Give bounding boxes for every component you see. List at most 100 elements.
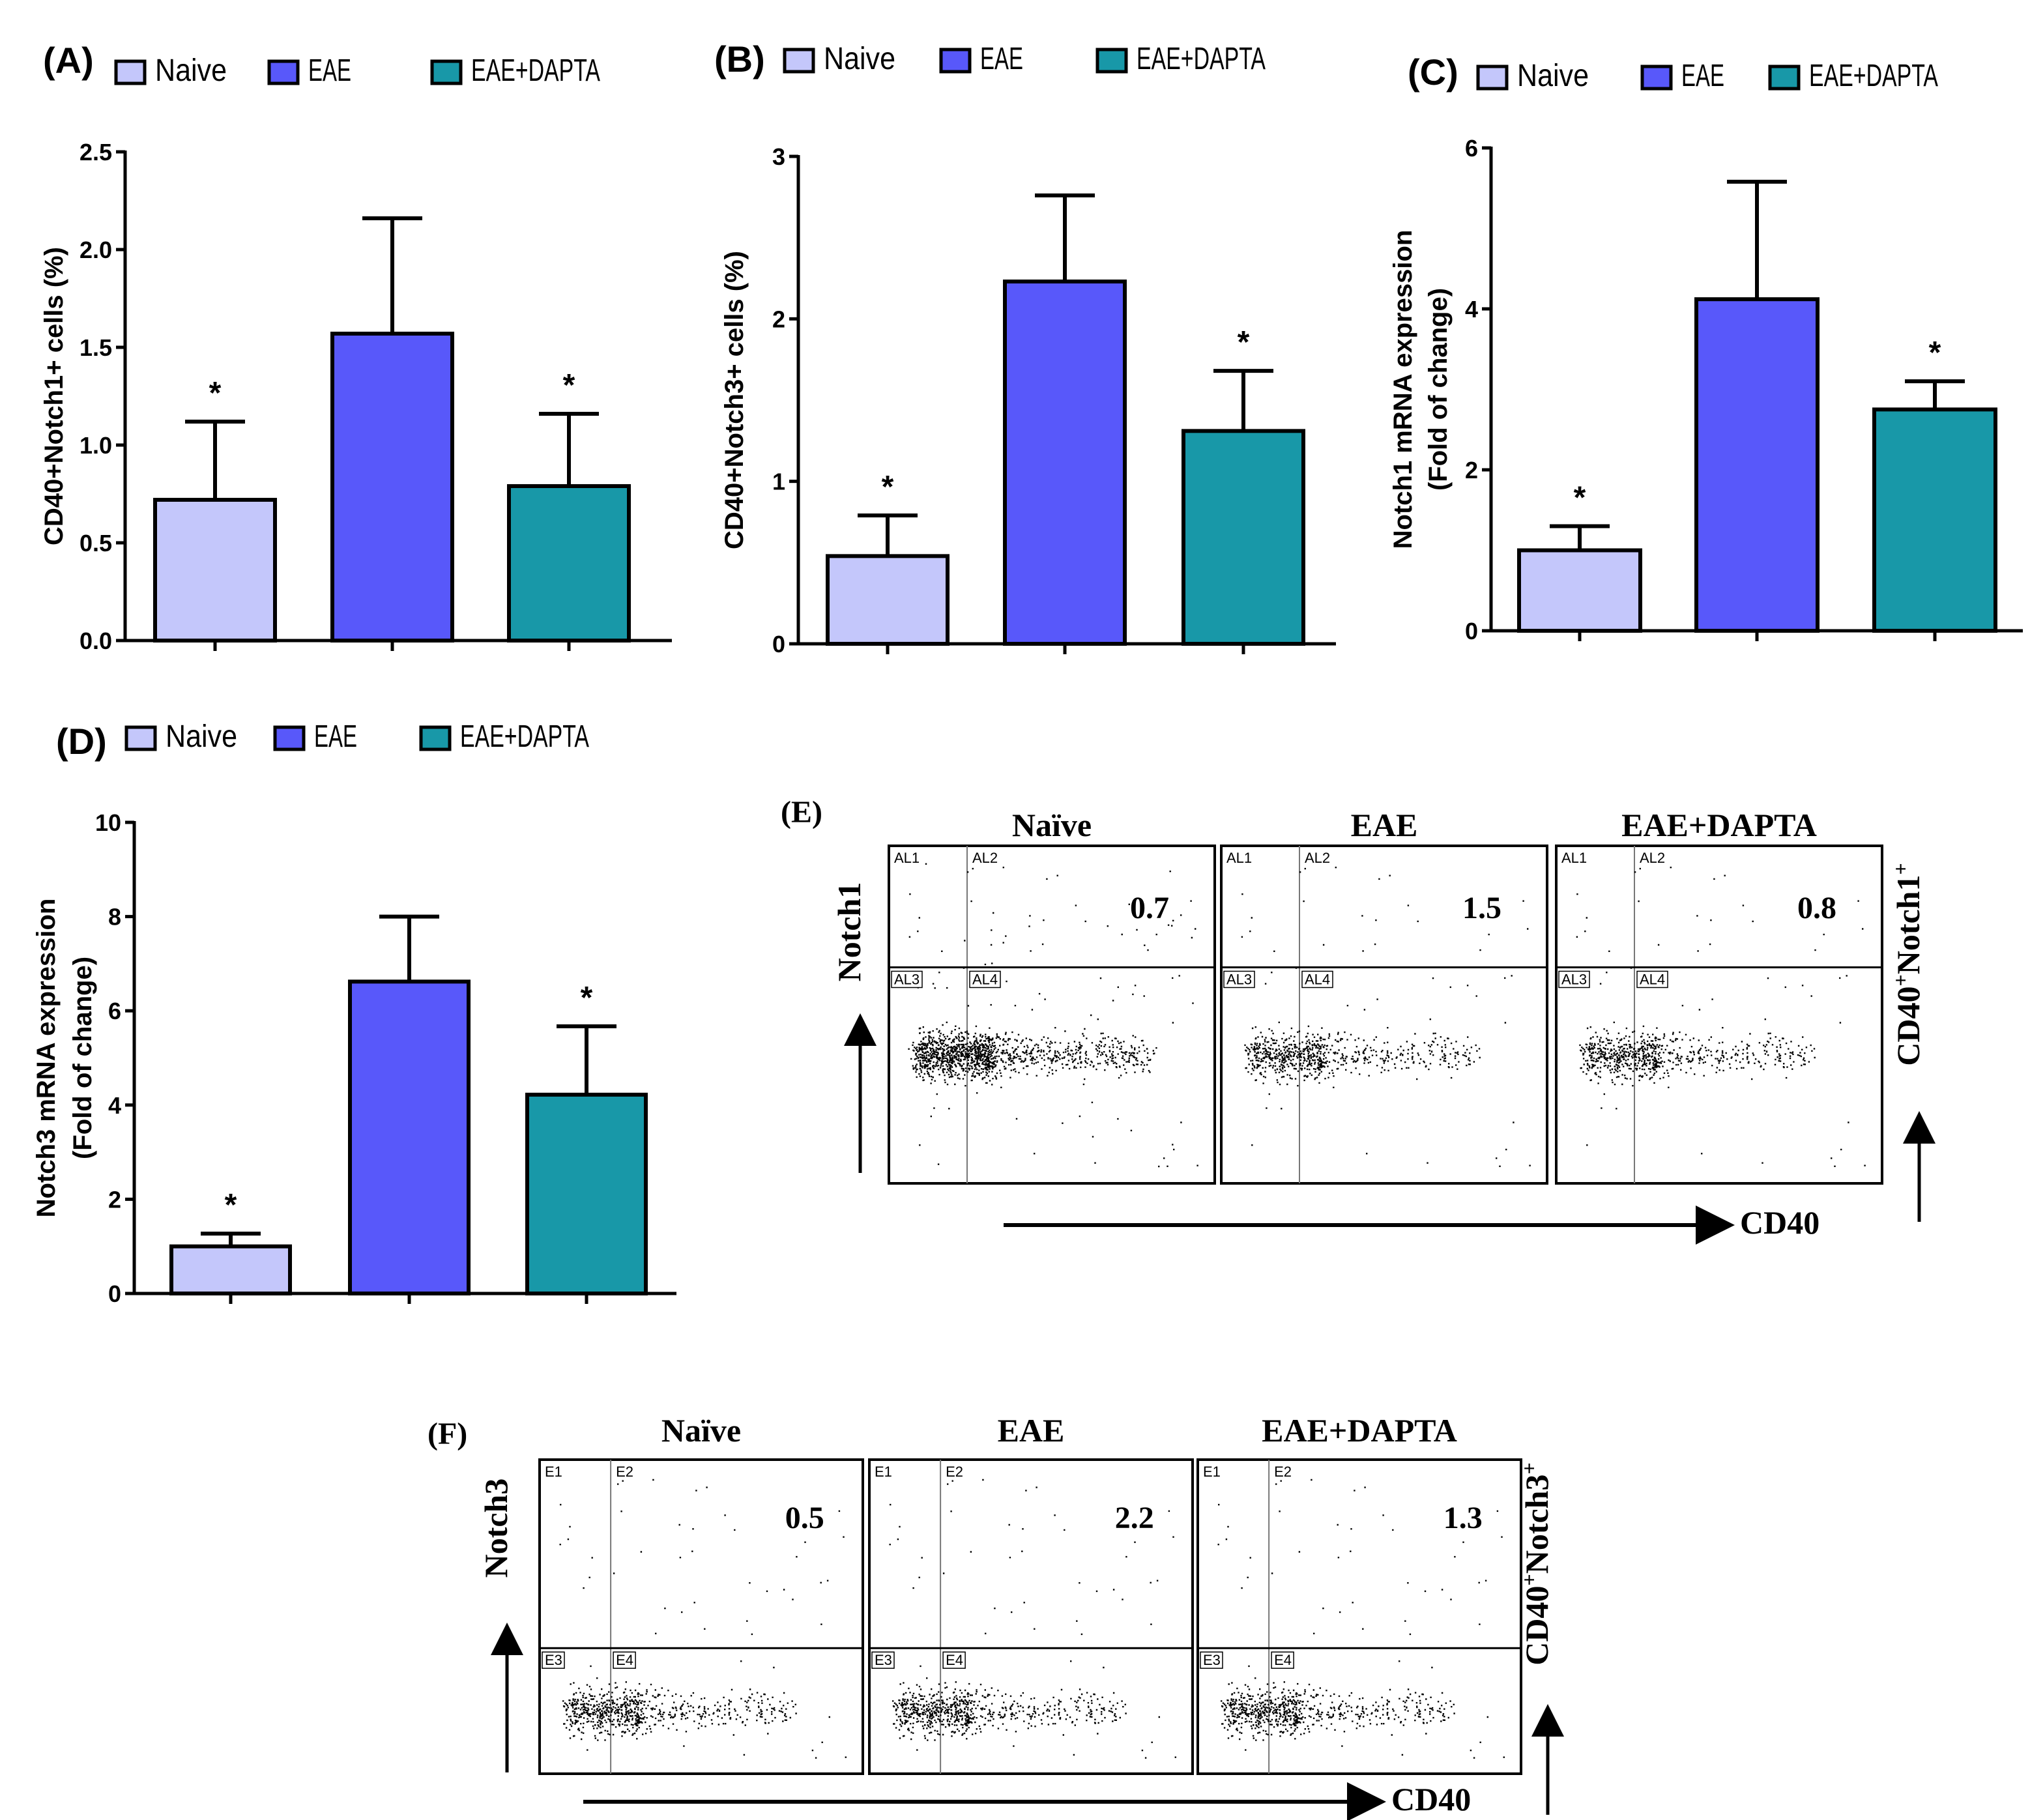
legend-swatch xyxy=(114,59,147,85)
quadrant-label: E2 xyxy=(1274,1464,1292,1480)
bar-naive xyxy=(826,554,950,646)
dot-plot-title: EAE xyxy=(1351,807,1418,843)
quadrant-label: AL2 xyxy=(1305,850,1330,866)
quadrant-label: E3 xyxy=(545,1652,562,1668)
significance-star: * xyxy=(225,1188,237,1222)
dot-plot-title: Naïve xyxy=(1012,807,1092,843)
quadrant-label-box xyxy=(970,850,1000,866)
y-tick-label: 6 xyxy=(1465,135,1478,162)
quadrant-label: E1 xyxy=(1203,1464,1221,1480)
panel-label: (A) xyxy=(43,40,94,81)
y-axis-label: Notch1 mRNA expression xyxy=(1389,230,1417,549)
dot-plot: EAE+DAPTA AL1 AL2 AL3 AL4 0.8 xyxy=(1555,807,1883,1185)
y-tick-label: 2 xyxy=(772,306,785,332)
quadrant-label: E4 xyxy=(946,1652,963,1668)
legend-label: Naive xyxy=(155,53,227,88)
y-tick-label: 8 xyxy=(108,904,121,931)
quadrant-percentage: 0.5 xyxy=(785,1501,824,1535)
legend-label: Naive xyxy=(824,42,895,76)
bar-eae xyxy=(330,332,454,643)
y-tick-label: 4 xyxy=(1465,296,1478,323)
y-tick-label: 2 xyxy=(1465,457,1478,484)
quadrant-percentage: 2.2 xyxy=(1115,1501,1154,1535)
legend-label: EAE+DAPTA xyxy=(1137,42,1266,76)
flow-cytometry-panels: (E) Naïve AL1 AL2 AL3 AL4 0.7 EAE AL1 AL2 AL3 AL4 1.… xyxy=(428,795,1936,1820)
side-label-sup: + xyxy=(1889,863,1912,874)
chart-panel-A: (A) Naive EAE EAE+DAPTA 0.0 0.5 1.0 1.5 2.0 2.5 CD… xyxy=(40,40,672,654)
quadrant-label-box xyxy=(1636,970,1668,989)
y-tick-label: 4 xyxy=(108,1092,121,1119)
y-tick-label: 6 xyxy=(108,998,121,1024)
legend-swatch xyxy=(1095,48,1128,74)
legend-label: EAE xyxy=(314,719,357,754)
panel-label: (C) xyxy=(1408,51,1458,93)
y-tick-label: 2.0 xyxy=(80,237,112,263)
bar-eae-dapta xyxy=(507,484,631,643)
y-tick-label: 0.5 xyxy=(80,530,112,556)
quadrant-label-box xyxy=(1223,970,1255,989)
quadrant-label-box xyxy=(1559,850,1589,866)
quadrant-label: AL3 xyxy=(894,971,920,987)
quadrant-label-box xyxy=(542,1464,564,1480)
side-label: CD40+Notch3+ xyxy=(1517,1462,1555,1665)
flow-panel-E: (E) Naïve AL1 AL2 AL3 AL4 0.7 EAE AL1 AL2 AL3 AL4 1.… xyxy=(781,795,1936,1245)
quadrant-percentage: 1.3 xyxy=(1443,1501,1483,1535)
dot-plot: Naïve AL1 AL2 AL3 AL4 0.7 xyxy=(888,807,1216,1185)
panel-label: (F) xyxy=(428,1417,467,1451)
quadrant-percentage: 0.8 xyxy=(1797,891,1836,925)
side-label-sup: + xyxy=(1889,974,1912,986)
side-label: CD40+Notch1+ xyxy=(1889,863,1926,1065)
flow-panel-F: (F) Naïve E1 E2 E3 E4 0.5 EAE E1 E2 E3 E4 2.2 EAE+DAP… xyxy=(428,1412,1564,1820)
dot-plot-frame xyxy=(1220,845,1548,1185)
legend-label: EAE xyxy=(1681,59,1724,93)
dot-plot-title: Naïve xyxy=(661,1412,741,1449)
legend-label: Naive xyxy=(166,719,237,754)
dot-plot-title: EAE xyxy=(998,1412,1065,1449)
bar-eae-dapta xyxy=(1872,407,1997,633)
quadrant-label-box xyxy=(892,850,922,866)
side-label-part: CD40 xyxy=(1518,1586,1555,1666)
quadrant-label-box xyxy=(1301,970,1333,989)
y-axis-label: (Fold of change) xyxy=(68,957,97,1159)
quadrant-label-box xyxy=(891,970,923,989)
y-axis-label: CD40+Notch1+ cells (%) xyxy=(40,247,68,545)
chart-panel-C: (C) Naive EAE EAE+DAPTA 0 2 4 6 Notch1 mRNA expr… xyxy=(1389,51,2023,644)
quadrant-label-box xyxy=(1558,970,1590,989)
quadrant-label-box xyxy=(1271,1464,1294,1480)
quadrant-label-box xyxy=(943,1464,966,1480)
legend-swatch xyxy=(267,59,300,85)
panel-label: (D) xyxy=(56,721,107,762)
legend-swatch xyxy=(430,59,463,85)
dot-plot-frame xyxy=(1555,845,1883,1185)
quadrant-label: AL1 xyxy=(1561,850,1587,866)
quadrant-label-box xyxy=(942,1651,966,1669)
chart-panel-B: (B) Naive EAE EAE+DAPTA 0 1 2 3 CD40+Notch3+ cel… xyxy=(714,38,1336,657)
y-axis-label: Notch1 xyxy=(831,882,867,982)
quadrant-label-box xyxy=(1200,1464,1223,1480)
quadrant-label-box xyxy=(1200,1651,1223,1669)
quadrant-label: E1 xyxy=(545,1464,562,1480)
quadrant-label-box xyxy=(1224,850,1254,866)
panel-label: (B) xyxy=(714,38,765,79)
quadrant-label: AL1 xyxy=(1226,850,1252,866)
legend-label: Naive xyxy=(1517,59,1589,93)
side-label-part: Notch3 xyxy=(1518,1475,1555,1574)
x-axis-label: CD40 xyxy=(1740,1204,1820,1241)
quadrant-label: E4 xyxy=(616,1652,633,1668)
y-tick-label: 0 xyxy=(772,631,785,657)
bar-charts: (A) Naive EAE EAE+DAPTA 0.0 0.5 1.0 1.5 2.0 2.5 CD… xyxy=(32,38,2023,1307)
legend-label: EAE+DAPTA xyxy=(1809,59,1938,93)
legend-swatch xyxy=(273,725,306,751)
dot-plot-title: EAE+DAPTA xyxy=(1262,1412,1457,1449)
quadrant-label-box xyxy=(542,1651,565,1669)
legend-swatch xyxy=(124,725,157,751)
dot-plot-title: EAE+DAPTA xyxy=(1621,807,1817,843)
bar-eae xyxy=(1694,297,1820,633)
dot-plot-frame xyxy=(888,845,1216,1185)
legend-label: EAE xyxy=(980,42,1023,76)
quadrant-label: E4 xyxy=(1274,1652,1292,1668)
quadrant-label: AL2 xyxy=(1640,850,1665,866)
quadrant-percentage: 0.7 xyxy=(1130,891,1169,925)
y-tick-label: 1 xyxy=(772,469,785,495)
